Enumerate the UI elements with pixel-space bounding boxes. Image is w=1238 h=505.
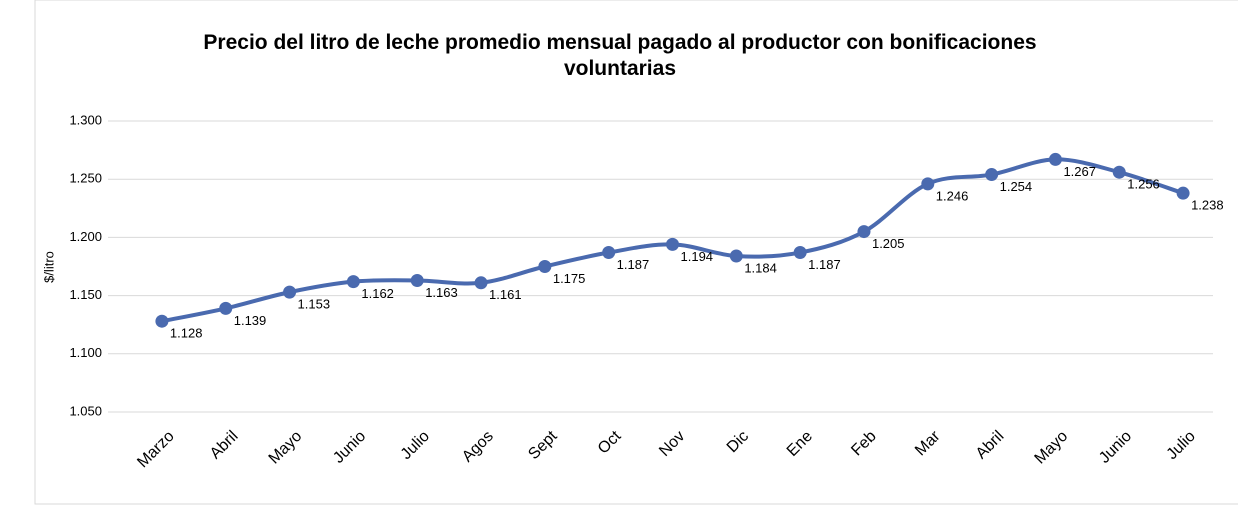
x-tick-label: Julio (1164, 428, 1199, 463)
point (346, 275, 360, 289)
chart-title: Precio del litro de leche promedio mensu… (203, 31, 1037, 80)
y-tick-label: 1.150 (69, 287, 102, 302)
point (474, 276, 488, 290)
data-label: 1.256 (1127, 177, 1160, 192)
point (985, 168, 999, 182)
x-tick-label: Dic (724, 428, 752, 456)
data-label: 1.162 (361, 286, 394, 301)
data-label: 1.153 (298, 297, 331, 312)
data-label: 1.184 (744, 260, 777, 275)
x-tick-label: Nov (656, 428, 688, 460)
x-tick-label: Marzo (134, 428, 178, 472)
point (857, 225, 871, 239)
x-tick-label: Abril (207, 428, 242, 463)
data-label: 1.175 (553, 271, 586, 286)
x-tick-label: Junio (330, 428, 369, 467)
x-tick-label: Feb (848, 428, 880, 460)
y-tick-label: 1.200 (69, 229, 102, 244)
y-tick-label: 1.100 (69, 345, 102, 360)
point (666, 237, 679, 251)
data-label: 1.128 (170, 326, 203, 341)
data-label: 1.238 (1191, 198, 1224, 213)
point (1048, 152, 1062, 166)
point (729, 249, 743, 263)
data-label: 1.254 (1000, 179, 1033, 194)
x-tick-label: Mar (912, 427, 944, 459)
point (538, 260, 552, 273)
data-label: 1.267 (1063, 164, 1096, 179)
point (1176, 186, 1190, 200)
chart-frame (34, 0, 1238, 505)
x-tick-label: Sept (525, 427, 561, 463)
x-tick-label: Ene (784, 428, 816, 460)
y-axis-label: $/litro (41, 251, 56, 283)
y-tick-label: 1.300 (69, 112, 102, 127)
data-label: 1.163 (425, 285, 458, 300)
point (410, 273, 424, 287)
data-label: 1.246 (936, 188, 969, 203)
x-tick-label: Mayo (1032, 428, 1072, 468)
y-tick-label: 1.250 (69, 171, 102, 186)
data-label: 1.205 (872, 236, 905, 251)
y-tick-label: 1.050 (69, 403, 102, 418)
x-tick-label: Agos (459, 428, 497, 466)
point (283, 285, 297, 299)
point (602, 246, 616, 260)
point (219, 301, 233, 315)
x-tick-label: Oct (595, 427, 625, 457)
data-label: 1.187 (808, 257, 841, 272)
data-label: 1.161 (489, 287, 522, 302)
data-label: 1.194 (681, 249, 714, 264)
point (793, 246, 807, 260)
data-label: 1.187 (617, 257, 650, 272)
x-tick-label: Mayo (266, 428, 306, 468)
point (155, 314, 169, 328)
x-tick-label: Junio (1096, 428, 1135, 467)
x-tick-label: Julio (398, 428, 433, 463)
point (1112, 165, 1126, 179)
point (921, 177, 935, 191)
data-label: 1.139 (234, 313, 267, 328)
x-tick-label: Abril (973, 428, 1008, 463)
